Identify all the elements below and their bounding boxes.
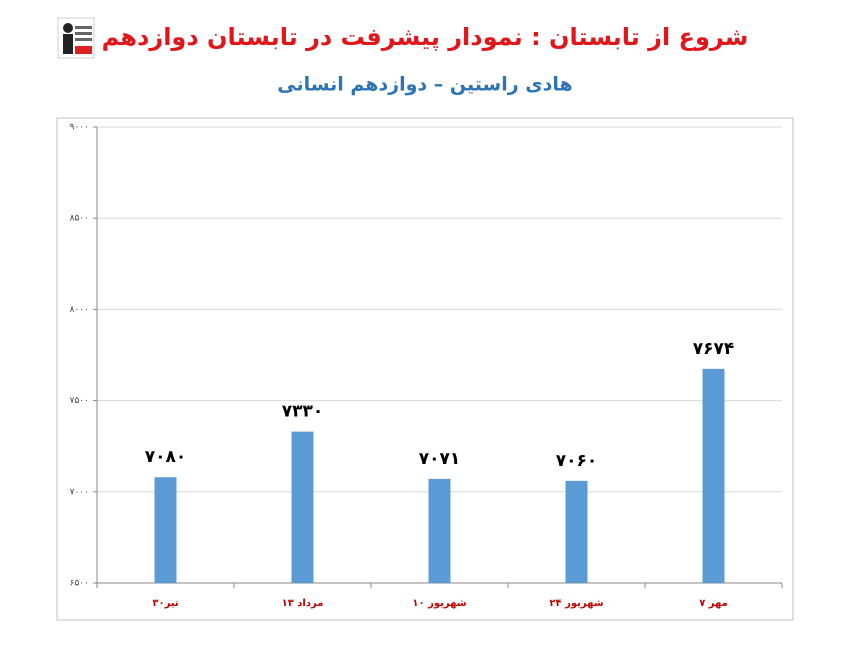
x-tick-label: ۱۰ شهریور	[412, 598, 466, 609]
data-label: ۷۰۷۱	[419, 449, 461, 469]
x-tick-label: ۲۴ شهریور	[549, 598, 603, 609]
y-tick-label: ۸۰۰۰	[70, 305, 89, 315]
bar	[154, 477, 177, 583]
data-label: ۷۶۷۴	[693, 339, 735, 359]
chart-title: شروع از تابستان : نمودار پیشرفت در تابست…	[102, 23, 749, 51]
y-tick-label: ۹۰۰۰	[70, 123, 89, 133]
x-tick-label: ۷ مهر	[699, 598, 728, 609]
chart-subtitle: هادی راستین – دوازدهم انسانی	[277, 74, 572, 96]
logo	[57, 17, 95, 59]
bar	[291, 431, 314, 583]
data-label: ۷۰۸۰	[145, 447, 187, 467]
bar	[428, 478, 451, 583]
y-tick-label: ۶۵۰۰	[70, 579, 89, 589]
bar	[702, 368, 725, 583]
y-tick-label: ۸۵۰۰	[70, 214, 89, 224]
x-tick-label: ۳۰تیر	[152, 598, 179, 609]
y-tick-label: ۷۵۰۰	[70, 396, 89, 406]
data-label: ۷۰۶۰	[556, 451, 598, 471]
y-tick-label: ۷۰۰۰	[70, 487, 89, 497]
bar	[565, 480, 588, 583]
data-label: ۷۳۳۰	[282, 402, 324, 422]
plot-frame	[56, 117, 794, 621]
x-tick-label: ۱۳ مرداد	[282, 598, 324, 609]
